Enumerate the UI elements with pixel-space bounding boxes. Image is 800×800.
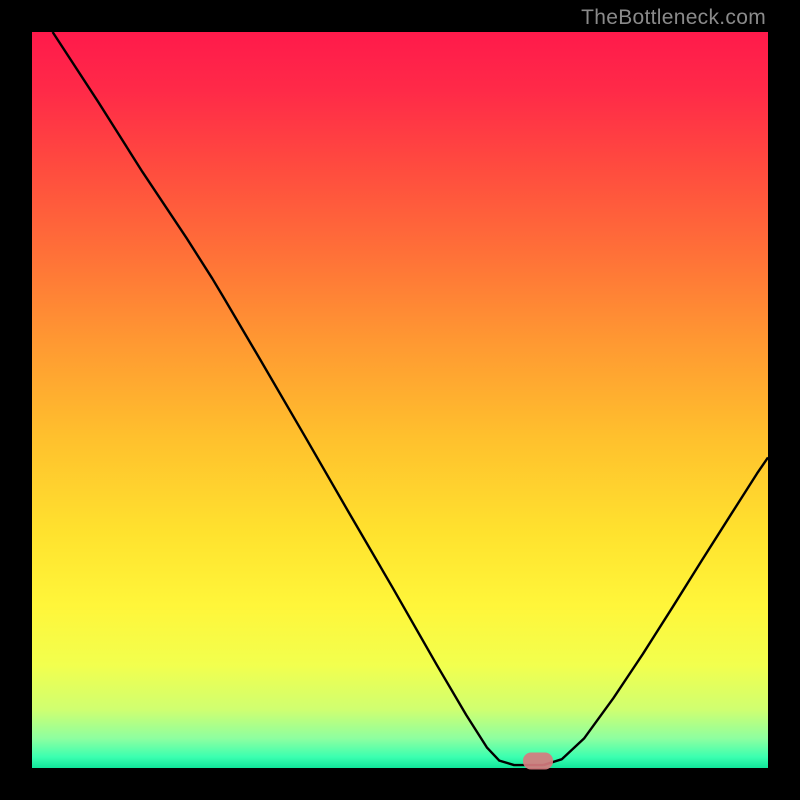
plot-area bbox=[32, 32, 768, 768]
curve-right-branch bbox=[544, 457, 768, 765]
optimal-marker bbox=[523, 752, 553, 769]
curve-left-branch bbox=[53, 32, 544, 765]
watermark-text: TheBottleneck.com bbox=[581, 6, 766, 30]
chart-container: TheBottleneck.com bbox=[0, 0, 800, 800]
bottleneck-curve bbox=[32, 32, 768, 768]
